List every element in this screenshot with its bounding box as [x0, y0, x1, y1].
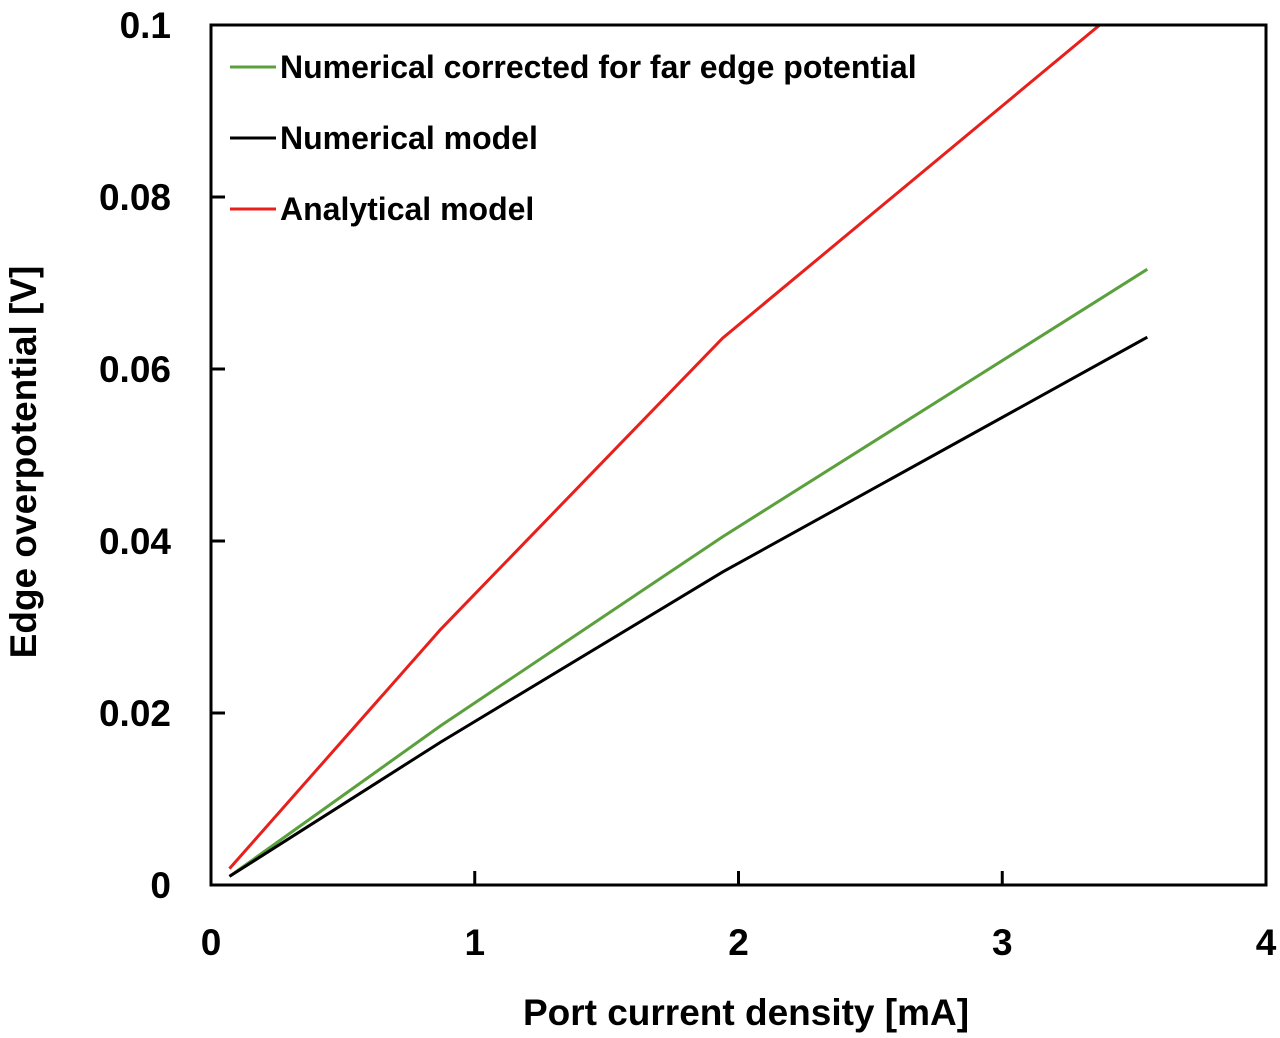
y-tick-label: 0.06 — [99, 349, 171, 390]
series-line-2 — [228, 25, 1103, 870]
y-tick-label: 0.1 — [120, 5, 171, 46]
legend-entry-2: Analytical model — [230, 191, 534, 227]
legend-entry-1: Numerical model — [230, 120, 538, 156]
x-tick-label: 0 — [201, 922, 222, 963]
y-tick-label: 0.04 — [99, 521, 171, 562]
legend-label: Numerical corrected for far edge potenti… — [280, 49, 917, 85]
x-axis-label: Port current density [mA] — [523, 992, 969, 1033]
legend-entry-0: Numerical corrected for far edge potenti… — [230, 49, 917, 85]
legend-label: Analytical model — [280, 191, 534, 227]
x-tick-label: 1 — [464, 922, 485, 963]
y-tick-label: 0 — [150, 865, 171, 906]
series-line-1 — [228, 335, 1149, 878]
y-axis-label: Edge overpotential [V] — [3, 266, 44, 659]
x-tick-label: 2 — [728, 922, 749, 963]
y-tick-label: 0.02 — [99, 693, 171, 734]
y-tick-label: 0.08 — [99, 177, 171, 218]
x-tick-label: 3 — [992, 922, 1013, 963]
series-line-0 — [228, 267, 1149, 878]
legend-label: Numerical model — [280, 120, 538, 156]
x-tick-label: 4 — [1256, 922, 1277, 963]
